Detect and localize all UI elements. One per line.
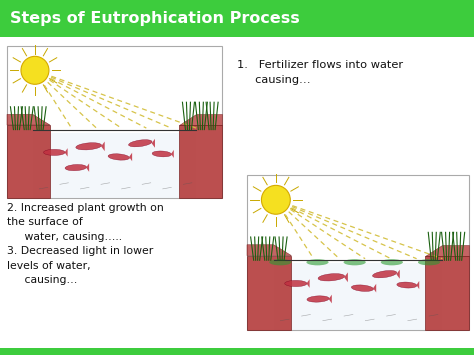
Polygon shape xyxy=(179,125,222,198)
Ellipse shape xyxy=(397,282,417,288)
FancyBboxPatch shape xyxy=(273,263,442,330)
Ellipse shape xyxy=(76,143,101,150)
Circle shape xyxy=(21,56,49,84)
Ellipse shape xyxy=(269,259,292,265)
Text: 1.   Fertilizer flows into water
     causing…: 1. Fertilizer flows into water causing… xyxy=(237,60,403,85)
Polygon shape xyxy=(152,139,155,148)
Polygon shape xyxy=(86,163,89,172)
Ellipse shape xyxy=(318,274,345,281)
Polygon shape xyxy=(129,153,132,161)
Polygon shape xyxy=(171,150,174,158)
Polygon shape xyxy=(396,270,400,279)
Ellipse shape xyxy=(307,296,329,302)
FancyBboxPatch shape xyxy=(0,0,474,37)
FancyBboxPatch shape xyxy=(0,348,474,355)
Polygon shape xyxy=(247,245,292,256)
Ellipse shape xyxy=(65,164,87,171)
Polygon shape xyxy=(7,114,50,125)
Ellipse shape xyxy=(344,259,366,265)
FancyBboxPatch shape xyxy=(33,133,196,198)
Polygon shape xyxy=(417,281,419,289)
Polygon shape xyxy=(179,114,222,125)
Ellipse shape xyxy=(285,280,307,286)
Polygon shape xyxy=(328,295,332,303)
Ellipse shape xyxy=(44,149,65,155)
Ellipse shape xyxy=(373,271,397,278)
Polygon shape xyxy=(425,256,469,330)
Ellipse shape xyxy=(306,259,328,265)
Polygon shape xyxy=(307,279,310,288)
Polygon shape xyxy=(247,256,292,330)
FancyBboxPatch shape xyxy=(7,46,222,198)
Polygon shape xyxy=(101,142,105,151)
Text: 2. Increased plant growth on
the surface of
     water, causing…..
3. Decreased : 2. Increased plant growth on the surface… xyxy=(7,203,164,285)
FancyBboxPatch shape xyxy=(0,37,474,348)
Ellipse shape xyxy=(418,259,440,265)
Ellipse shape xyxy=(128,140,152,147)
Ellipse shape xyxy=(108,154,129,160)
Polygon shape xyxy=(7,125,50,198)
Polygon shape xyxy=(344,272,348,282)
FancyBboxPatch shape xyxy=(247,175,469,330)
Ellipse shape xyxy=(152,151,172,157)
Polygon shape xyxy=(373,284,376,293)
Ellipse shape xyxy=(351,285,374,291)
Ellipse shape xyxy=(381,259,403,265)
Text: Steps of Eutrophication Process: Steps of Eutrophication Process xyxy=(10,11,300,27)
Polygon shape xyxy=(425,245,469,256)
Polygon shape xyxy=(64,148,68,157)
Circle shape xyxy=(262,185,290,214)
